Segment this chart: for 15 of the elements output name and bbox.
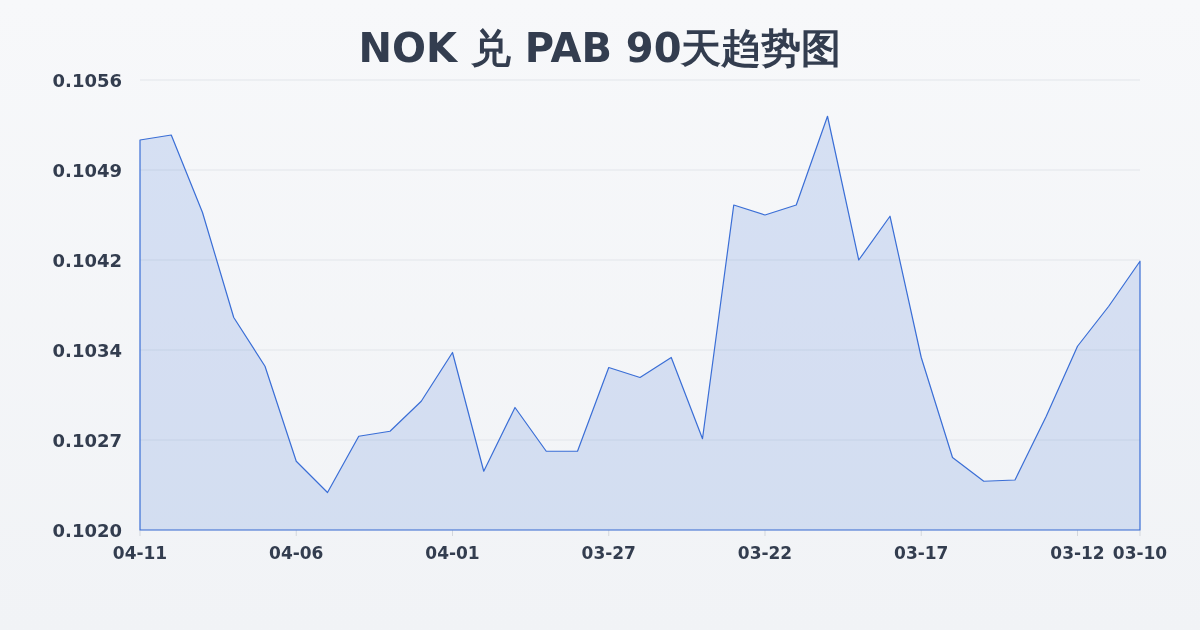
- xtick-label: 03-12: [1050, 543, 1105, 563]
- ytick-label: 0.1049: [52, 160, 122, 181]
- xtick-label: 03-27: [581, 543, 636, 563]
- ytick-label: 0.1020: [52, 520, 122, 541]
- xtick-label: 03-17: [894, 543, 949, 563]
- ytick-label: 0.1034: [52, 340, 122, 361]
- title: NOK 兑 PAB 90天趋势图: [358, 25, 842, 71]
- xtick-label: 04-06: [269, 543, 324, 563]
- ytick-label: 0.1042: [52, 250, 122, 271]
- xtick-label: 04-01: [425, 543, 480, 563]
- xtick-label: 03-22: [737, 543, 793, 563]
- ytick-label: 0.1056: [52, 70, 122, 91]
- xtick-label: 04-11: [112, 543, 168, 563]
- ytick-label: 0.1027: [52, 430, 122, 451]
- xtick-label: 03-10: [1112, 543, 1168, 563]
